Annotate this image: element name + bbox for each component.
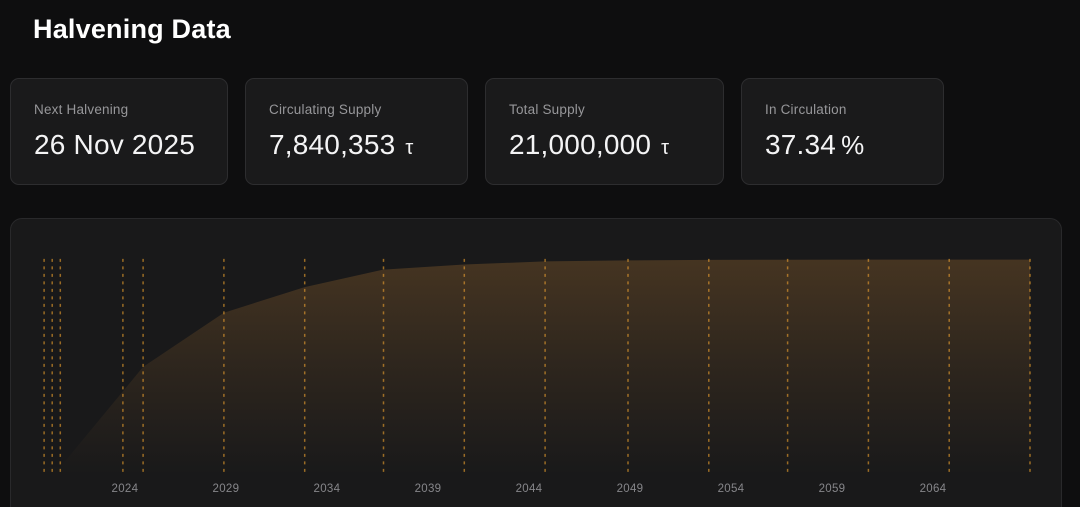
stat-value: 37.34 % xyxy=(765,129,919,161)
supply-area xyxy=(34,259,1030,475)
x-tick-label: 2054 xyxy=(718,483,745,495)
stat-value-text: 21,000,000 xyxy=(509,129,652,160)
stat-value: 21,000,000 τ xyxy=(509,129,699,161)
stat-value-text: 7,840,353 xyxy=(269,129,396,160)
page-title: Halvening Data xyxy=(33,14,231,44)
currency-symbol: τ xyxy=(405,137,414,159)
stat-label: Circulating Supply xyxy=(269,102,382,117)
stat-card-circulating-supply: Circulating Supply 7,840,353 τ xyxy=(245,78,468,185)
x-tick-label: 2024 xyxy=(112,483,139,495)
stat-label: Total Supply xyxy=(509,102,585,117)
stat-label: Next Halvening xyxy=(34,102,129,117)
stat-label: In Circulation xyxy=(765,102,847,117)
stat-value: 7,840,353 τ xyxy=(269,129,443,161)
x-tick-label: 2034 xyxy=(314,483,341,495)
x-tick-label: 2064 xyxy=(920,483,947,495)
stat-card-in-circulation: In Circulation 37.34 % xyxy=(741,78,944,185)
stat-value: 26 Nov 2025 xyxy=(34,129,203,161)
x-tick-label: 2044 xyxy=(516,483,543,495)
supply-chart[interactable]: 2024 2029 2034 2039 2044 2049 2054 2059 2064 xyxy=(11,219,1062,507)
stat-value-text: 26 Nov 2025 xyxy=(34,129,195,160)
supply-chart-card: 2024 2029 2034 2039 2044 2049 2054 2059 2064 xyxy=(10,218,1062,507)
x-tick-label: 2049 xyxy=(617,483,644,495)
stat-card-total-supply: Total Supply 21,000,000 τ xyxy=(485,78,724,185)
stats-row: Next Halvening 26 Nov 2025 Circulating S… xyxy=(10,78,944,185)
x-tick-label: 2059 xyxy=(819,483,846,495)
x-tick-label: 2039 xyxy=(415,483,442,495)
x-tick-label: 2029 xyxy=(213,483,240,495)
stat-card-next-halvening: Next Halvening 26 Nov 2025 xyxy=(10,78,228,185)
currency-symbol: τ xyxy=(661,137,670,159)
percent-sign: % xyxy=(841,130,865,160)
stat-value-text: 37.34 xyxy=(765,129,837,160)
